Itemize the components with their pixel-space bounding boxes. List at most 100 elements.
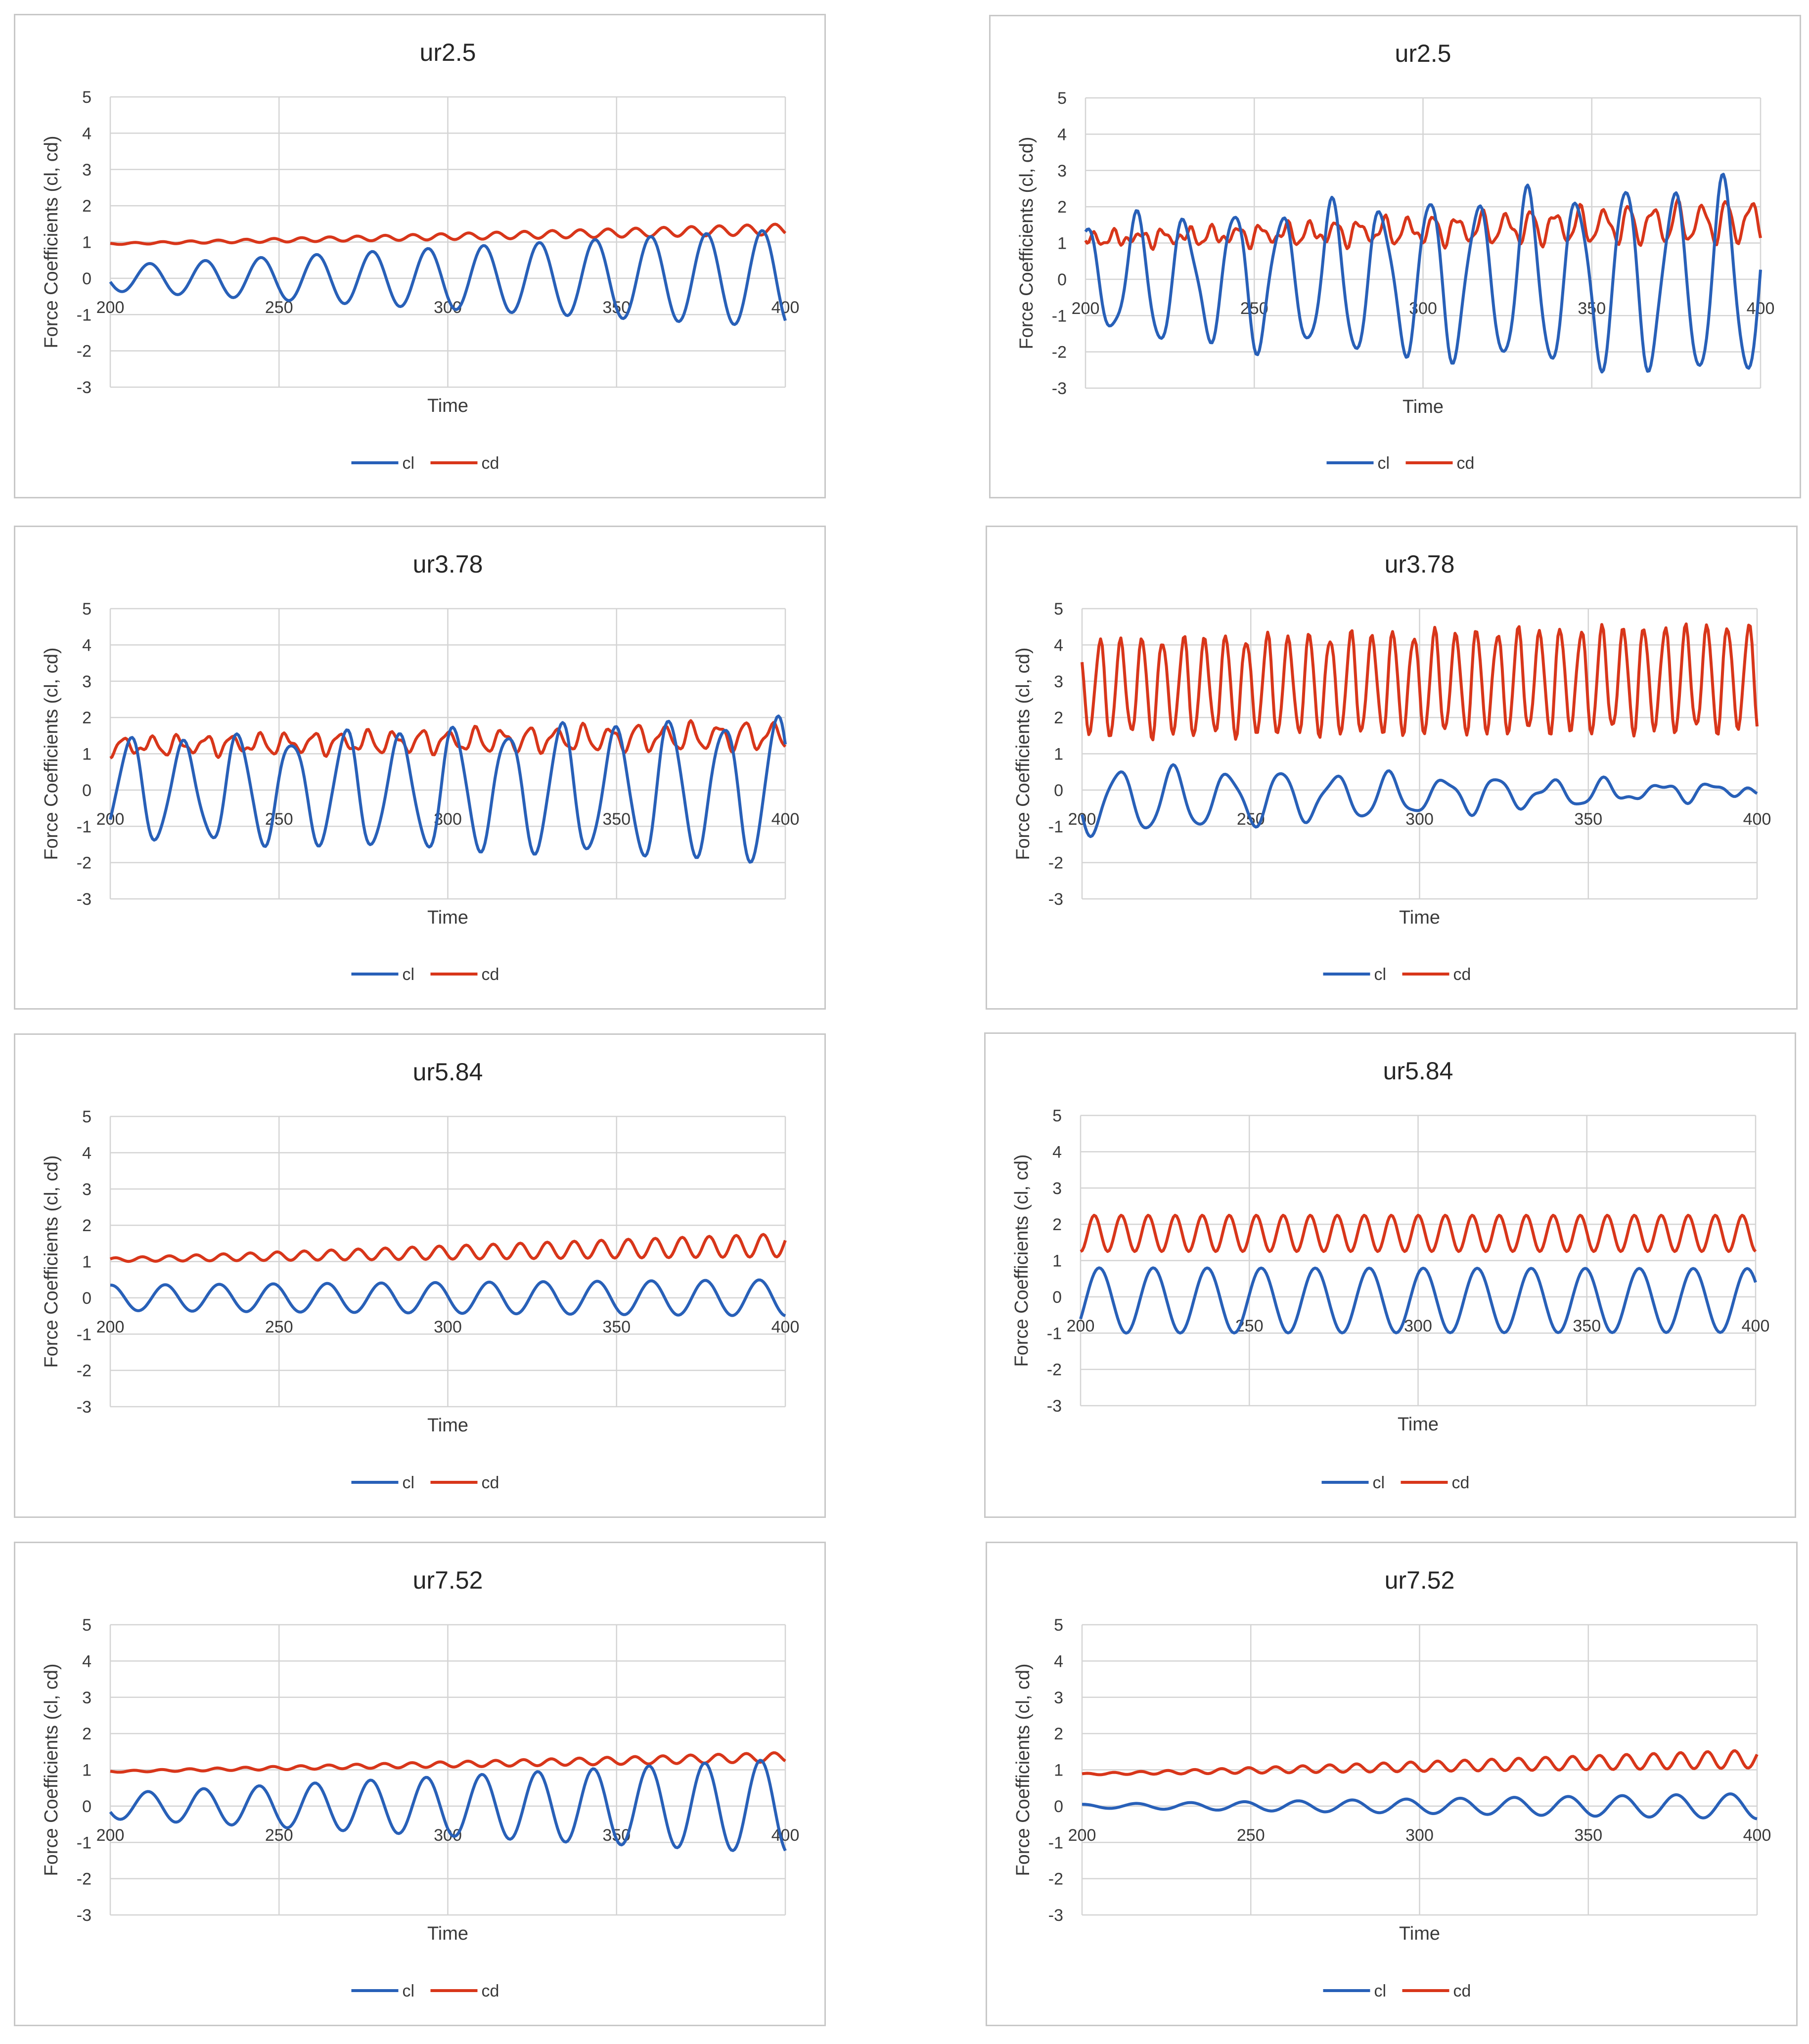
y-tick-label: 2 xyxy=(82,709,91,727)
y-tick-label: -3 xyxy=(1048,890,1063,909)
y-tick-label: -3 xyxy=(77,1906,91,1925)
y-tick-label: 1 xyxy=(82,1761,91,1780)
x-tick-label: 400 xyxy=(1742,1317,1770,1335)
x-axis-label: Time xyxy=(427,396,468,416)
x-tick-label: 400 xyxy=(771,810,800,829)
series-line-cl xyxy=(109,229,787,326)
x-tick-label: 300 xyxy=(1404,1317,1432,1335)
series-line-cd xyxy=(1080,1213,1757,1253)
chart-title: ur2.5 xyxy=(1395,40,1451,67)
y-tick-label: 5 xyxy=(82,1616,91,1635)
series-line-cl xyxy=(1084,173,1762,374)
x-tick-label: 200 xyxy=(1067,1317,1095,1335)
y-tick-label: 4 xyxy=(82,1652,91,1671)
legend: cl cd xyxy=(351,1982,499,2000)
y-tick-label: 3 xyxy=(82,1689,91,1707)
y-tick-label: 0 xyxy=(1057,270,1067,289)
legend: cl cd xyxy=(351,965,499,984)
y-tick-label: 2 xyxy=(82,1725,91,1743)
y-tick-label: 4 xyxy=(82,124,91,143)
y-tick-label: -1 xyxy=(77,1833,91,1852)
chart-title: ur3.78 xyxy=(413,550,483,578)
y-tick-label: -1 xyxy=(77,1325,91,1344)
legend-label-cl: cl xyxy=(1373,1473,1385,1492)
y-tick-label: 4 xyxy=(1057,125,1067,144)
y-tick-label: 0 xyxy=(82,781,91,800)
y-tick-label: -1 xyxy=(1048,817,1063,836)
y-tick-label: 4 xyxy=(1054,1652,1063,1671)
y-tick-label: 2 xyxy=(1054,1725,1063,1743)
y-tick-label: -2 xyxy=(77,342,91,361)
legend: cl cd xyxy=(1326,454,1474,473)
y-tick-label: 4 xyxy=(82,1144,91,1162)
y-tick-label: 2 xyxy=(1052,1215,1062,1234)
y-tick-label: -1 xyxy=(1052,307,1067,325)
y-tick-label: -2 xyxy=(1052,343,1067,362)
x-tick-label: 400 xyxy=(1747,299,1775,318)
chart-title: ur2.5 xyxy=(420,39,476,66)
y-tick-label: 3 xyxy=(82,1180,91,1199)
legend-label-cd: cd xyxy=(482,1473,499,1492)
x-tick-label: 200 xyxy=(96,1826,125,1845)
series-line-cl xyxy=(1081,763,1758,838)
y-tick-label: -2 xyxy=(77,1362,91,1380)
y-tick-label: 5 xyxy=(1054,600,1063,619)
x-tick-label: 400 xyxy=(771,1318,800,1336)
y-tick-label: 3 xyxy=(1057,162,1067,180)
y-tick-label: -1 xyxy=(1047,1324,1062,1343)
chart-svg: ur7.52 5 4 3 2 1 0 -1 -2 -3 200 250 300 350 400 Time For… xyxy=(1013,1566,1771,2000)
series-line-cl xyxy=(109,714,787,864)
x-tick-label: 200 xyxy=(1068,1826,1096,1845)
series-line-cl xyxy=(109,1759,787,1852)
y-tick-label: 3 xyxy=(82,672,91,691)
y-tick-label: 5 xyxy=(82,1108,91,1126)
legend-label-cd: cd xyxy=(482,965,499,984)
legend-label-cd: cd xyxy=(1452,1473,1470,1492)
y-tick-label: 1 xyxy=(82,745,91,764)
legend-label-cd: cd xyxy=(1453,1982,1471,2000)
y-tick-label: -2 xyxy=(1048,854,1063,873)
y-tick-label: 0 xyxy=(82,269,91,288)
y-axis-label: Force Coefficients (cl, cd) xyxy=(1016,136,1037,349)
y-tick-label: 0 xyxy=(1054,781,1063,800)
y-tick-label: 1 xyxy=(1054,1761,1063,1780)
y-tick-label: -3 xyxy=(77,1398,91,1417)
chart-panel: ur7.52 5 4 3 2 1 0 -1 -2 -3 200 250 300 350 400 Time For… xyxy=(986,1542,1798,2026)
legend: cl cd xyxy=(1323,1982,1471,2000)
series-line-cl xyxy=(1082,1792,1758,1821)
y-tick-label: 4 xyxy=(82,636,91,655)
chart-title: ur5.84 xyxy=(1383,1057,1453,1085)
chart-svg: ur5.84 5 4 3 2 1 0 -1 -2 -3 200 250 300 350 400 Time For… xyxy=(41,1058,800,1492)
chart-panel: ur5.84 5 4 3 2 1 0 -1 -2 -3 200 250 300 350 400 Time For… xyxy=(14,1033,826,1518)
y-tick-label: 5 xyxy=(82,88,91,107)
y-tick-label: 4 xyxy=(1054,636,1063,655)
x-tick-label: 350 xyxy=(602,1318,631,1336)
y-tick-label: -3 xyxy=(77,890,91,909)
x-tick-label: 400 xyxy=(1743,1826,1771,1845)
series-line-cd xyxy=(1084,197,1762,251)
y-axis-label: Force Coefficients (cl, cd) xyxy=(41,1155,62,1368)
legend: cl cd xyxy=(1321,1473,1470,1492)
y-tick-label: -1 xyxy=(77,817,91,836)
y-tick-label: -3 xyxy=(1048,1906,1063,1925)
chart-panel: ur3.78 5 4 3 2 1 0 -1 -2 -3 200 250 300 350 400 Time For… xyxy=(14,526,826,1010)
x-tick-label: 300 xyxy=(1405,810,1434,829)
series-line-cd xyxy=(1081,622,1759,742)
x-tick-label: 200 xyxy=(1072,299,1100,318)
y-tick-label: -3 xyxy=(77,378,91,397)
series-line-cd xyxy=(110,1751,786,1774)
y-tick-label: 0 xyxy=(82,1797,91,1816)
legend-label-cl: cl xyxy=(1378,454,1390,473)
series-line-cl xyxy=(110,1278,786,1318)
x-tick-label: 200 xyxy=(96,1318,125,1336)
y-tick-label: 5 xyxy=(1052,1107,1062,1125)
legend-label-cl: cl xyxy=(403,1982,415,2000)
y-tick-label: -2 xyxy=(77,854,91,873)
y-axis-label: Force Coefficients (cl, cd) xyxy=(1013,1663,1034,1876)
y-tick-label: 1 xyxy=(1057,234,1067,253)
y-tick-label: 3 xyxy=(82,161,91,179)
y-tick-label: 5 xyxy=(1054,1616,1063,1635)
legend: cl cd xyxy=(1323,965,1471,984)
